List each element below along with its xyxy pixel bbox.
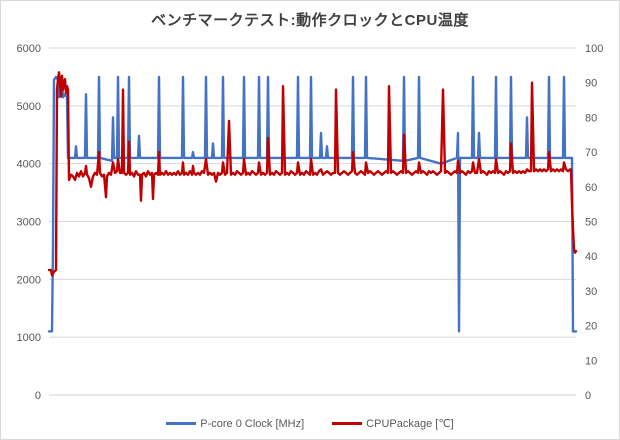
- y2-axis-tick-label: 70: [585, 147, 597, 159]
- y2-axis-tick-label: 80: [585, 112, 597, 124]
- y2-axis-tick-label: 10: [585, 355, 597, 367]
- y2-axis-tick-label: 40: [585, 251, 597, 263]
- legend-label-clock: P-core 0 Clock [MHz]: [200, 417, 305, 430]
- legend-item-temperature[interactable]: CPUPackage [℃]: [332, 417, 454, 430]
- legend-item-clock[interactable]: P-core 0 Clock [MHz]: [166, 418, 304, 430]
- temperature-series-swatch-icon: [332, 422, 363, 425]
- y2-axis-tick-label: 100: [585, 43, 603, 55]
- chart-title: ベンチマークテスト:動作クロックとCPU温度: [151, 12, 469, 29]
- y-axis-tick-label: 4000: [17, 159, 41, 171]
- y-axis-tick-label: 5000: [17, 101, 41, 113]
- y2-axis-tick-label: 20: [585, 321, 597, 333]
- legend-label-temperature: CPUPackage [℃]: [366, 418, 454, 430]
- y2-axis-tick-label: 0: [585, 390, 591, 402]
- y-axis-tick-label: 3000: [17, 217, 41, 229]
- y2-axis-tick-label: 50: [585, 217, 597, 229]
- y2-axis-tick-label: 90: [585, 78, 597, 90]
- y2-axis-tick-label: 60: [585, 182, 597, 194]
- chart-legend: P-core 0 Clock [MHz] CPUPackage [℃]: [1, 417, 619, 430]
- y-axis-tick-label: 2000: [17, 274, 41, 286]
- y2-axis-tick-label: 30: [585, 286, 597, 298]
- y-axis-tick-label: 1000: [17, 332, 41, 344]
- temperature-series-line: [47, 71, 578, 277]
- y-axis-tick-label: 6000: [17, 43, 41, 55]
- clock-series-swatch-icon: [166, 422, 197, 425]
- y-axis-tick-label: 0: [35, 390, 41, 402]
- clock-series-line: [47, 75, 578, 333]
